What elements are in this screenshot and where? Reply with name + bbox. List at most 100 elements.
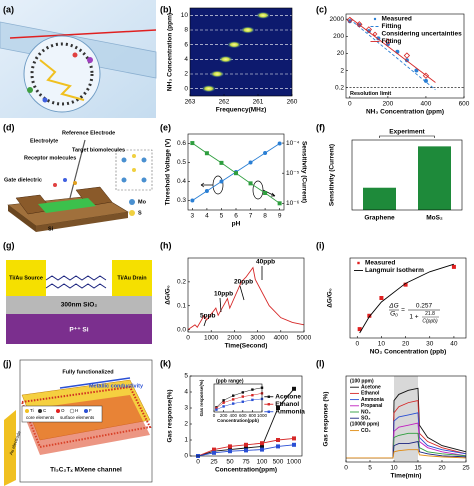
data-point (251, 394, 254, 397)
panel-label: (k) (160, 358, 171, 368)
y-tick-label: 0.2 (335, 84, 344, 91)
legend-label: NO₂ (361, 409, 371, 415)
data-point (260, 444, 264, 449)
x-tick-label: 25 (210, 459, 218, 466)
x-tick-label: 800 (249, 413, 257, 418)
data-line (349, 17, 436, 83)
data-point (241, 391, 244, 394)
legend-label: Considering uncertainties (382, 31, 463, 38)
panel-a-illustration (0, 0, 157, 118)
y-axis-label: Gas response (%) (323, 392, 330, 447)
x-tick-label: 0 (344, 465, 348, 472)
x-axis-label: Time(Second) (225, 343, 268, 350)
plot-frame (187, 257, 305, 333)
reference-label: Resolution limit (350, 91, 391, 97)
data-point (292, 436, 296, 441)
label: C (43, 408, 47, 413)
x-tick-label: 4000 (274, 335, 289, 342)
x-tick-label: 10 (390, 465, 398, 472)
y-tick-label: 2 (184, 71, 188, 78)
legend-label: Measured (382, 16, 412, 23)
data-point (357, 327, 362, 332)
data-point (212, 450, 216, 455)
label: S (138, 210, 142, 216)
x-tick-label: 8 (263, 213, 267, 220)
bar (363, 187, 396, 210)
x-tick-label: 500 (273, 459, 284, 466)
chart-title: (ppb range) (216, 378, 244, 384)
y-tick-label: 6 (184, 41, 188, 48)
y-axis-label: NH₃ Concentration (ppm) (167, 13, 174, 91)
data-point (292, 442, 296, 447)
data-point (423, 78, 428, 83)
panel-label: (c) (316, 4, 327, 14)
data-point (244, 442, 248, 447)
legend-label: Langmuir Isotherm (365, 267, 424, 274)
data-point (228, 449, 232, 454)
data-point (228, 444, 232, 449)
data-point (276, 406, 280, 410)
x-tick-label: 400 (229, 413, 237, 418)
data-point (248, 160, 253, 165)
data-point (260, 447, 264, 452)
panel-label: (l) (316, 358, 325, 368)
annotation: 40ppb (256, 259, 275, 266)
data-point (232, 402, 235, 405)
data-point (277, 201, 282, 206)
label: Si (48, 226, 54, 232)
y-tick-label: 0 (184, 453, 188, 460)
label: Mo (138, 199, 147, 205)
equation: = (401, 307, 405, 314)
x-tick-label: 20 (402, 341, 410, 348)
y-axis-label: ΔG/G₀ (327, 288, 334, 308)
label: F (89, 408, 92, 413)
legend-label: CO₂ (361, 428, 371, 434)
label: Receptor molecules (24, 155, 76, 161)
x-tick-label: 1000 (287, 459, 302, 466)
x-tick-label: 400 (421, 101, 432, 108)
label: Metallic conductivity (89, 383, 144, 389)
legend-label: Acetone (361, 385, 381, 391)
data-spot (256, 11, 271, 19)
y-axis-label: ΔG/G₀ (165, 285, 172, 305)
plot-frame (189, 375, 303, 457)
data-point (222, 405, 225, 408)
y-tick-label: 20 (337, 50, 345, 57)
data-point (215, 408, 218, 411)
panel-label: (b) (160, 4, 172, 14)
panel-label: (j) (3, 358, 12, 368)
x-tick-label: 9 (278, 213, 282, 220)
legend-label: Acetone (275, 393, 301, 400)
label: P⁺⁺ Si (69, 327, 88, 334)
annotation: Experiment (389, 129, 425, 136)
x-tick-label: 260 (287, 99, 298, 106)
y2-tick-label: 10⁻⁵ (286, 170, 300, 177)
y-tick-label: 5 (184, 373, 188, 380)
data-point (212, 447, 216, 452)
y-tick-label: 0.2 (177, 279, 186, 286)
label: O (61, 408, 65, 413)
data-point (241, 400, 244, 403)
data-point (276, 438, 280, 442)
legend-label: Ethanol (361, 391, 380, 397)
data-line (346, 440, 467, 459)
x-axis-label: Concentration(ppb) (217, 418, 259, 423)
x-tick-label: 600 (459, 101, 470, 108)
data-point (204, 189, 209, 193)
x-tick-label: 600 (239, 413, 247, 418)
data-point (379, 296, 384, 300)
plot-frame (345, 375, 467, 463)
x-tick-label: Graphene (364, 215, 395, 222)
data-point (190, 141, 195, 146)
data-point (263, 151, 268, 155)
x-tick-label: 5 (368, 465, 372, 472)
panel-label: (i) (316, 240, 325, 250)
x-tick-label: 1000 (257, 413, 268, 418)
x-tick-label: 6 (234, 213, 238, 220)
label: Electrolyte (30, 138, 58, 144)
y-tick-label: 0.4 (177, 178, 186, 185)
data-point (451, 264, 456, 269)
x-tick-label: 0 (213, 413, 216, 418)
label: Reference Electrode (62, 130, 115, 136)
